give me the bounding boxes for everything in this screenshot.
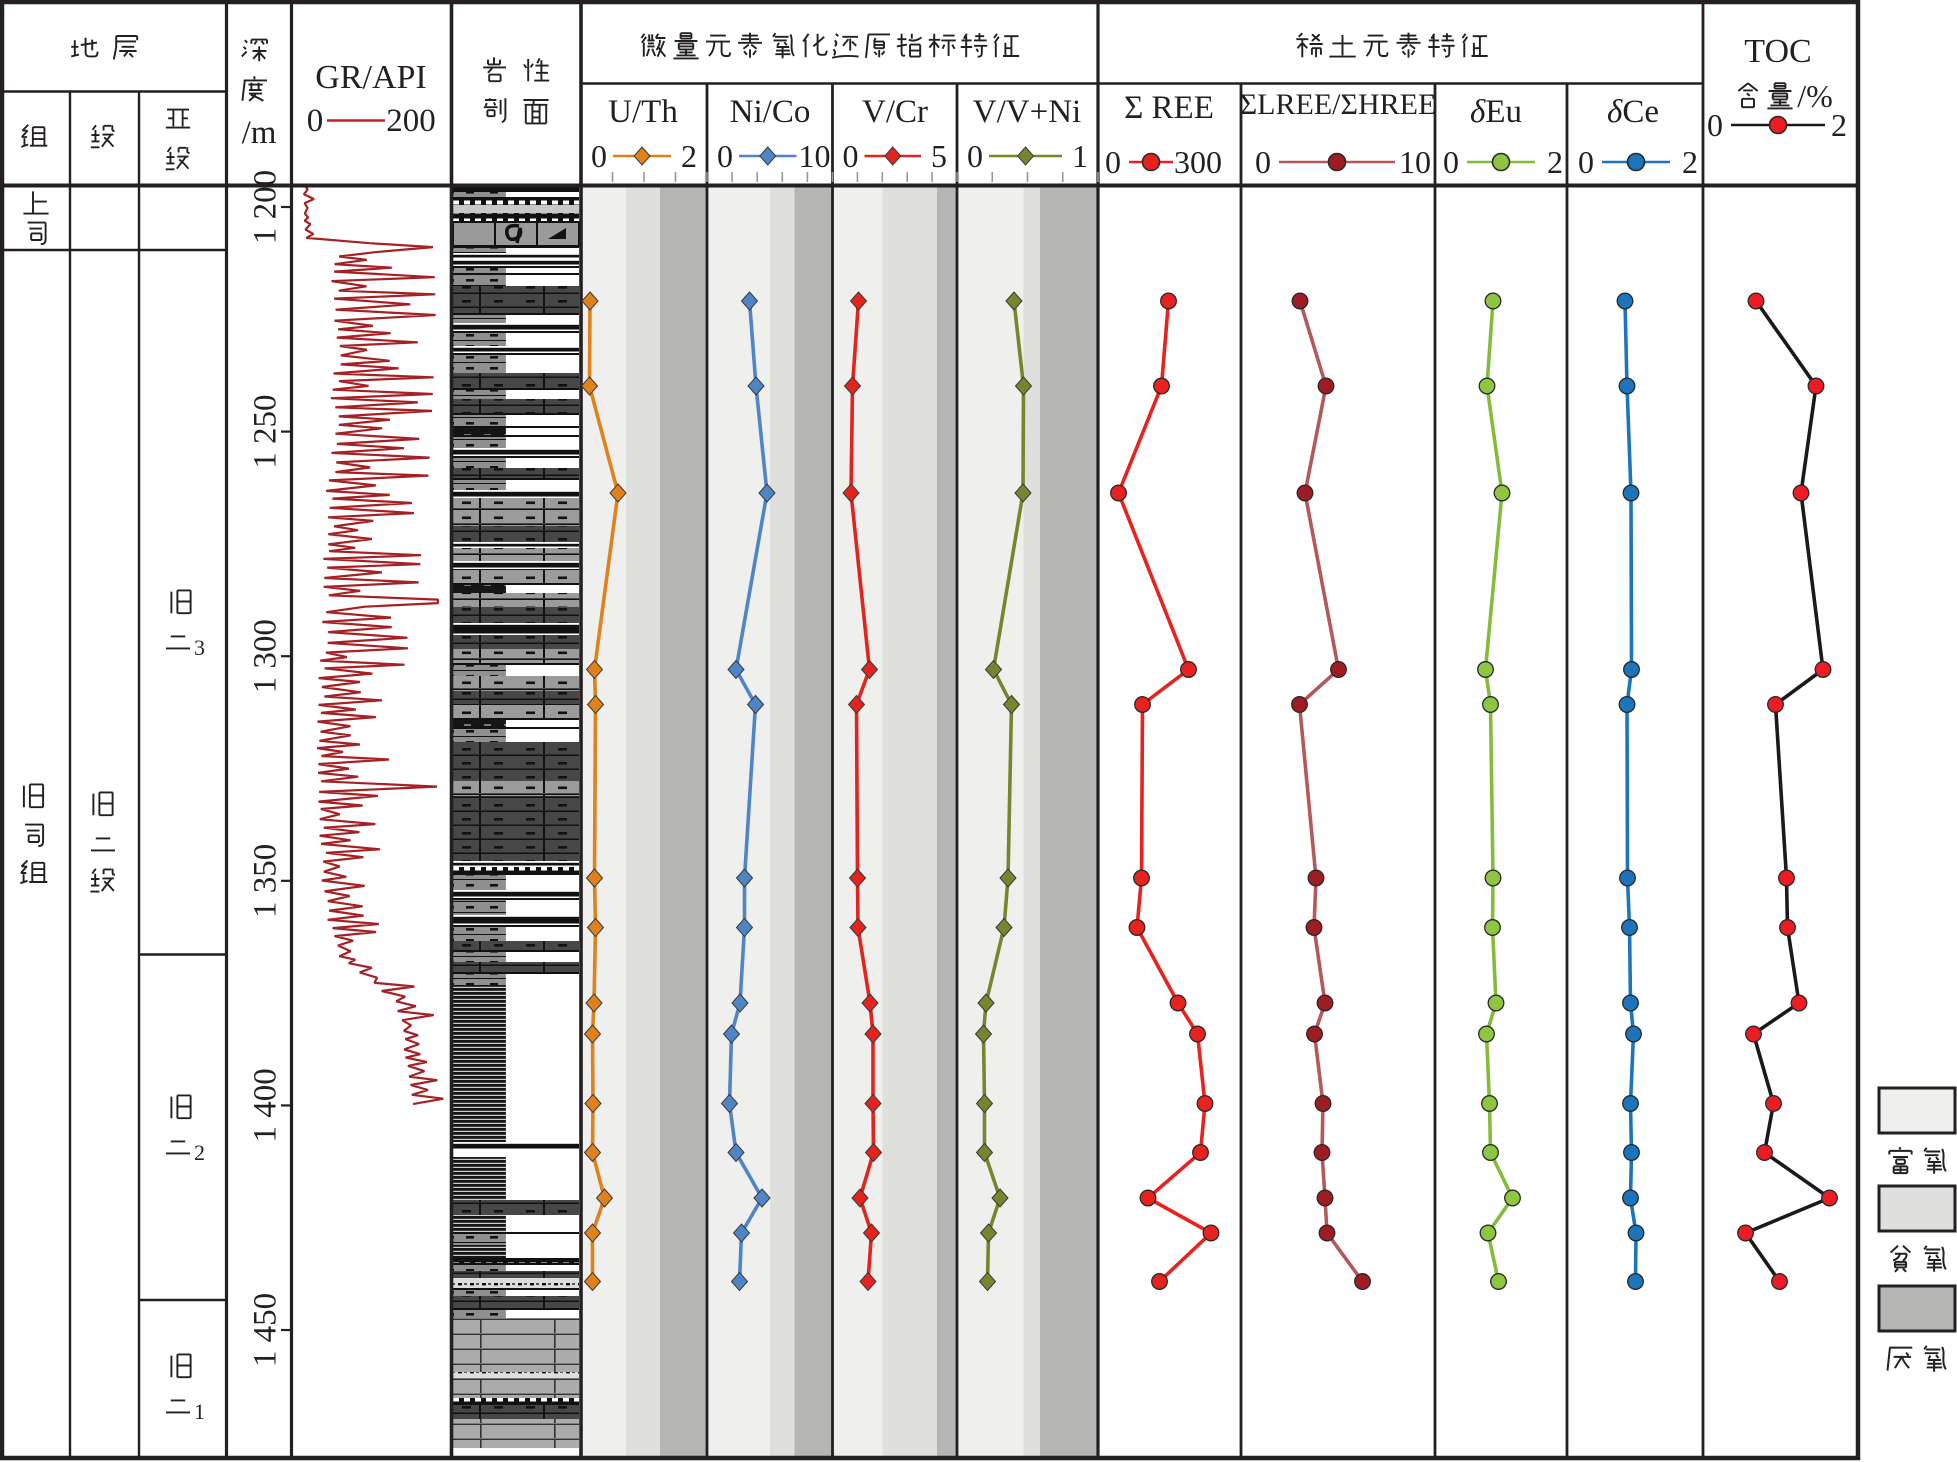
svg-text:/%: /% (1797, 78, 1833, 114)
svg-text:10: 10 (1399, 144, 1431, 180)
svg-text:0: 0 (591, 138, 607, 174)
svg-text:0: 0 (1443, 144, 1459, 180)
svg-text:1 250: 1 250 (248, 394, 284, 468)
svg-text:1 300: 1 300 (248, 619, 284, 693)
svg-text:10: 10 (799, 138, 831, 174)
svg-text:Ni/Co: Ni/Co (730, 94, 811, 130)
svg-text:0: 0 (1255, 144, 1271, 180)
svg-text:/m: /m (242, 115, 277, 151)
svg-text:V/V+Ni: V/V+Ni (973, 94, 1081, 130)
svg-text:1 350: 1 350 (248, 844, 284, 918)
svg-text:1 200: 1 200 (248, 170, 284, 244)
svg-text:TOC: TOC (1744, 33, 1811, 70)
svg-text:Σ REE: Σ REE (1124, 90, 1214, 126)
svg-text:0: 0 (307, 103, 324, 139)
svg-text:2: 2 (1547, 144, 1563, 180)
svg-text:0: 0 (843, 138, 859, 174)
svg-text:300: 300 (1174, 144, 1222, 180)
svg-text:0: 0 (717, 138, 733, 174)
svg-text:200: 200 (386, 103, 436, 139)
svg-text:ΣLREE/ΣHREE: ΣLREE/ΣHREE (1240, 88, 1437, 121)
svg-text:1: 1 (1072, 138, 1088, 174)
svg-text:0: 0 (1707, 107, 1723, 143)
svg-text:1 450: 1 450 (248, 1293, 284, 1367)
svg-text:0: 0 (1105, 144, 1121, 180)
svg-text:0: 0 (1578, 144, 1594, 180)
svg-text:δEu: δEu (1470, 94, 1522, 130)
svg-text:2: 2 (194, 1140, 205, 1165)
svg-text:2: 2 (681, 138, 697, 174)
svg-text:1: 1 (194, 1399, 205, 1424)
svg-text:0: 0 (967, 138, 983, 174)
svg-text:δCe: δCe (1607, 94, 1659, 130)
svg-text:2: 2 (1831, 107, 1847, 143)
svg-text:3: 3 (194, 635, 205, 660)
svg-text:2: 2 (1682, 144, 1698, 180)
svg-text:U/Th: U/Th (608, 94, 678, 130)
svg-text:5: 5 (931, 138, 947, 174)
svg-text:GR/API: GR/API (315, 59, 426, 96)
svg-text:V/Cr: V/Cr (862, 94, 928, 130)
svg-text:1 400: 1 400 (248, 1068, 284, 1142)
